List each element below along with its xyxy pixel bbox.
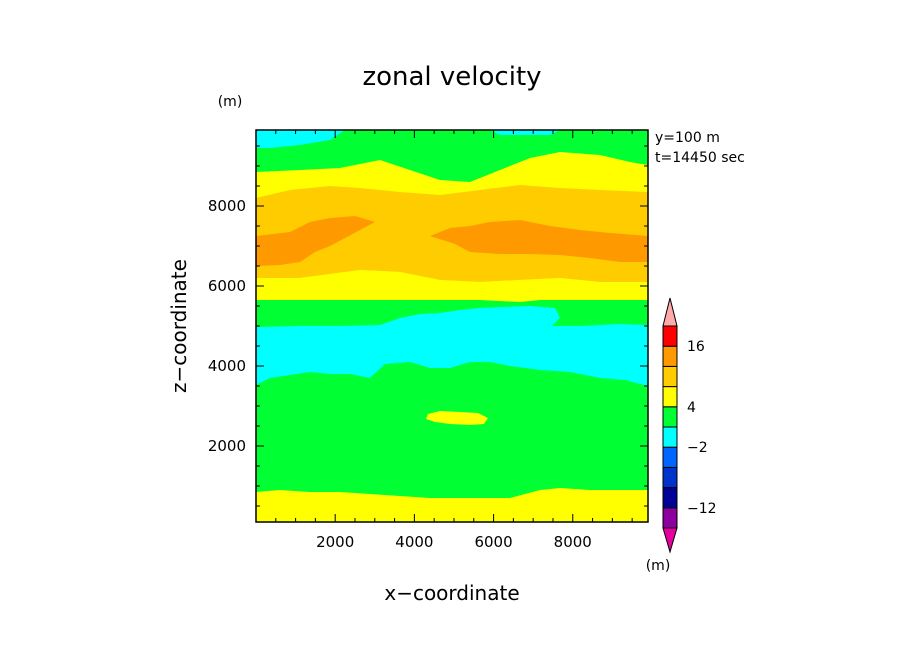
y-tick-label: 4000 <box>208 357 246 375</box>
y-tick-label: 6000 <box>208 277 246 295</box>
colorbar-label: −2 <box>687 440 708 456</box>
colorbar-segment <box>662 466 678 489</box>
colorbar-segment <box>662 345 678 367</box>
y-tick-label: 2000 <box>208 437 246 455</box>
x-tick-label: 2000 <box>316 533 354 551</box>
y-ticks: 2000 4000 6000 8000 <box>208 145 648 507</box>
colorbar-label: 16 <box>687 339 705 355</box>
colorbar-min-triangle <box>662 527 678 554</box>
band-yellow-blob <box>426 411 488 425</box>
x-tick-label: 6000 <box>474 533 512 551</box>
colorbar-segment <box>662 426 678 448</box>
band-yellow-bottom <box>256 488 648 522</box>
x-ticks: 2000 4000 6000 8000 <box>275 130 633 551</box>
band-cyan-top-right <box>490 130 560 135</box>
x-tick-label: 8000 <box>554 533 592 551</box>
colorbar: 16 4 −2 −12 <box>662 297 717 554</box>
annotation-t: t=14450 sec <box>655 150 745 166</box>
chart-title: zonal velocity <box>362 62 541 92</box>
band-yellow-lower <box>256 270 648 302</box>
colorbar-label: 4 <box>687 400 696 416</box>
colorbar-segment <box>662 386 678 408</box>
colorbar-segment <box>662 507 678 529</box>
colorbar-segment <box>662 325 678 347</box>
band-cyan-top <box>256 130 345 148</box>
colorbar-max-triangle <box>662 297 678 327</box>
band-orange-right <box>430 220 648 262</box>
band-orange <box>256 216 375 266</box>
colorbar-segment <box>662 365 678 388</box>
y-unit-label: (m) <box>218 94 243 110</box>
colorbar-segment <box>662 406 678 428</box>
x-tick-label: 4000 <box>395 533 433 551</box>
x-unit-label: (m) <box>646 558 671 574</box>
y-tick-label: 8000 <box>208 197 246 215</box>
colorbar-label: −12 <box>687 501 717 517</box>
band-cyan-middle <box>256 306 648 386</box>
colorbar-segment <box>662 487 678 509</box>
y-axis-label: z−coordinate <box>167 259 191 393</box>
annotation-y: y=100 m <box>655 130 720 146</box>
plot-area: 2000 4000 6000 8000 2000 4000 6000 8000 <box>208 129 649 551</box>
colorbar-segment <box>662 446 678 468</box>
x-axis-label: x−coordinate <box>384 581 519 605</box>
